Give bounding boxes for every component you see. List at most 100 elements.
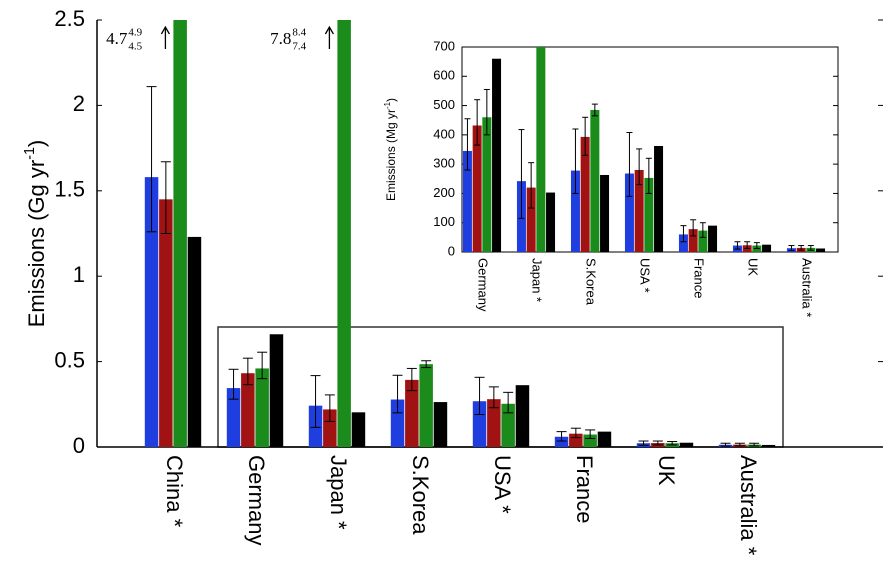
y-tick-label: 600	[433, 68, 455, 83]
bar	[492, 58, 502, 252]
bar	[583, 434, 597, 447]
error-bar	[528, 162, 535, 209]
error-bar	[645, 157, 652, 194]
error-bar	[788, 245, 795, 252]
error-bar	[638, 440, 649, 446]
bar	[187, 236, 202, 447]
bar	[644, 177, 654, 252]
x-tick-label: France	[692, 258, 707, 298]
y-tick-label: 2.5	[54, 6, 85, 31]
error-bar	[690, 219, 697, 237]
annotation-arrowhead	[324, 25, 334, 35]
bar	[419, 364, 433, 447]
error-bar	[228, 368, 239, 400]
error-bar	[488, 386, 499, 409]
annotation-upper: 8.4	[292, 27, 306, 39]
bar	[600, 174, 610, 252]
bar	[241, 373, 255, 447]
x-tick-label: China *	[162, 455, 187, 528]
bar	[536, 47, 546, 252]
bar	[762, 244, 772, 252]
error-bar	[652, 440, 663, 446]
error-bar	[392, 374, 403, 414]
error-bar	[421, 360, 432, 369]
error-bar	[699, 222, 706, 238]
bar	[501, 403, 515, 447]
error-bar	[474, 376, 485, 416]
y-axis-label-part: -1	[383, 102, 392, 109]
error-bar	[582, 116, 589, 156]
annotation-lower: 4.5	[128, 41, 142, 53]
y-tick-label: 200	[433, 185, 455, 200]
bar	[405, 379, 419, 447]
bar	[554, 436, 569, 447]
annotation-value: 4.7	[106, 29, 128, 48]
bar	[472, 125, 482, 252]
error-bar	[503, 391, 514, 414]
x-tick-label: France	[572, 455, 597, 523]
bar	[634, 170, 644, 252]
x-tick-label: S.Korea	[584, 258, 599, 306]
bar	[226, 388, 241, 447]
bar	[708, 225, 718, 252]
y-tick-label: 0.5	[54, 347, 85, 372]
error-bar	[807, 245, 814, 251]
bar	[487, 399, 501, 447]
bar	[482, 117, 492, 253]
error-bar	[626, 132, 633, 197]
error-bar	[667, 441, 678, 446]
error-bar	[753, 242, 760, 249]
bar	[569, 433, 583, 447]
y-tick-label: 0	[73, 433, 85, 458]
error-bar	[483, 88, 490, 136]
x-tick-label: Japan *	[326, 455, 351, 530]
annotation-lower: 7.4	[292, 41, 306, 53]
x-tick-label: Australia *	[736, 455, 761, 556]
y-tick-label: 700	[433, 38, 455, 53]
x-tick-label: Germany	[476, 258, 491, 312]
bar	[472, 401, 487, 447]
y-axis-label-part: )	[384, 98, 398, 102]
bar	[816, 248, 826, 252]
bar	[570, 170, 580, 252]
y-tick-label: 500	[433, 97, 455, 112]
error-bar	[474, 99, 481, 146]
bar	[173, 20, 187, 447]
error-bar	[257, 351, 268, 380]
error-bar	[680, 225, 687, 243]
bar	[390, 399, 405, 447]
error-bar	[734, 241, 741, 250]
bar	[688, 229, 698, 252]
bar	[624, 173, 634, 252]
bar	[323, 409, 337, 447]
bar	[433, 402, 448, 447]
annotation-arrowhead	[160, 25, 170, 35]
bar	[679, 442, 694, 447]
y-axis-label-part: )	[24, 140, 49, 147]
x-tick-label: UK	[746, 258, 761, 276]
y-tick-label: 0	[448, 243, 455, 258]
annotation: 7.8	[270, 29, 291, 48]
annotation: 4.7	[106, 29, 128, 48]
error-bar	[591, 103, 598, 117]
bar	[678, 234, 688, 252]
bar	[546, 192, 556, 252]
bar	[654, 145, 664, 252]
y-tick-label: 300	[433, 156, 455, 171]
y-axis-label-part: Emissions (Gg yr	[24, 160, 49, 327]
error-bar	[744, 241, 751, 249]
error-bar	[720, 442, 731, 447]
error-bar	[518, 129, 525, 219]
bar	[526, 187, 536, 252]
error-bar	[572, 128, 579, 194]
error-bar	[146, 86, 157, 233]
y-axis-label: Emissions (Mg yr-1)	[383, 98, 399, 201]
error-bar	[310, 375, 321, 428]
y-tick-label: 2	[73, 91, 85, 116]
error-bar	[324, 394, 335, 422]
bar	[269, 334, 284, 447]
x-tick-label: UK	[654, 455, 679, 486]
error-bar	[556, 431, 567, 442]
bar	[462, 150, 472, 252]
